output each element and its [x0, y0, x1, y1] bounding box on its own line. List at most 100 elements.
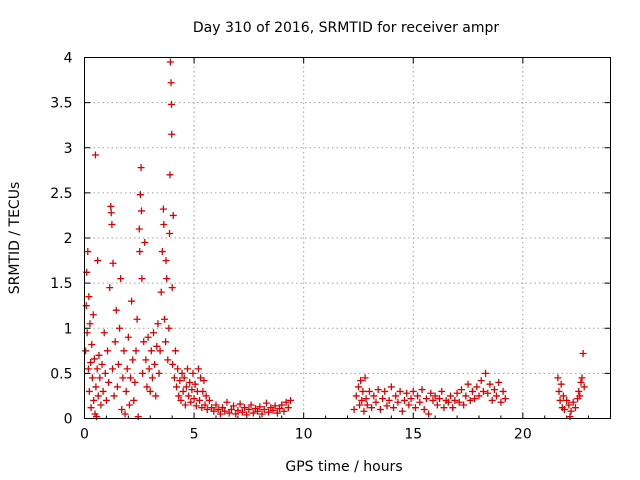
data-point	[392, 392, 400, 400]
data-point	[212, 401, 220, 409]
data-point	[94, 392, 102, 400]
data-point	[400, 396, 408, 404]
data-point	[116, 324, 124, 332]
data-point	[191, 380, 199, 388]
data-point	[464, 380, 472, 388]
data-point	[148, 374, 156, 382]
data-point	[147, 347, 155, 355]
data-point	[449, 404, 457, 412]
data-point	[563, 396, 571, 404]
data-point	[185, 392, 193, 400]
data-point	[175, 392, 183, 400]
data-point	[358, 396, 366, 404]
data-point	[440, 404, 448, 412]
data-point	[122, 387, 130, 395]
grid-lines	[84, 57, 611, 419]
data-point	[201, 401, 209, 409]
y-tick-label: 4	[64, 51, 73, 67]
data-point	[216, 410, 224, 418]
data-point	[136, 248, 144, 256]
data-point	[468, 387, 476, 395]
data-point	[262, 399, 270, 407]
data-point	[85, 293, 93, 301]
data-point	[556, 396, 564, 404]
data-point	[390, 404, 398, 412]
data-point	[109, 259, 117, 267]
data-point	[486, 380, 494, 388]
data-point	[131, 378, 139, 386]
data-point	[420, 405, 428, 413]
data-point	[447, 392, 455, 400]
data-point	[265, 408, 273, 416]
data-point	[416, 398, 424, 406]
data-point	[169, 360, 177, 368]
data-point	[179, 387, 187, 395]
data-point	[227, 405, 235, 413]
data-point	[457, 386, 465, 394]
data-point	[137, 164, 145, 172]
data-point	[108, 220, 116, 228]
data-point	[162, 338, 170, 346]
data-point	[566, 413, 574, 421]
data-point	[164, 356, 172, 364]
data-point	[490, 386, 498, 394]
data-point	[158, 248, 166, 256]
data-point	[91, 151, 99, 159]
data-point	[381, 387, 389, 395]
x-tick-label: 0	[80, 427, 89, 443]
y-tick-label: 0	[64, 412, 73, 428]
data-point	[177, 396, 185, 404]
data-point	[133, 315, 141, 323]
data-point	[105, 378, 113, 386]
y-axis-label: SRMTID / TECUs	[7, 182, 23, 295]
y-tick-label: 3	[64, 141, 73, 157]
data-point	[98, 360, 106, 368]
data-point	[238, 408, 246, 416]
data-point	[168, 100, 176, 108]
data-point	[287, 396, 295, 404]
data-point	[166, 171, 174, 179]
data-point	[117, 275, 125, 283]
data-point	[140, 338, 148, 346]
plot-frame	[84, 57, 611, 419]
data-point	[186, 378, 194, 386]
data-point	[282, 398, 290, 406]
data-point	[208, 404, 216, 412]
y-tick-label: 3.5	[50, 96, 72, 112]
data-point	[495, 378, 503, 386]
data-point	[101, 369, 109, 377]
data-point	[444, 398, 452, 406]
data-point	[151, 360, 159, 368]
data-point	[134, 413, 142, 421]
data-point	[482, 369, 490, 377]
data-point	[258, 410, 266, 418]
data-point	[144, 333, 152, 341]
data-point	[165, 324, 173, 332]
data-point	[202, 392, 210, 400]
data-point	[256, 403, 264, 411]
data-point	[357, 377, 365, 385]
data-point	[166, 229, 174, 237]
data-point	[173, 383, 181, 391]
data-point	[418, 386, 426, 394]
data-point	[162, 257, 170, 265]
data-point	[120, 347, 128, 355]
data-point	[210, 407, 218, 415]
data-point	[387, 383, 395, 391]
data-point	[273, 409, 281, 417]
y-tick-label: 2.5	[50, 186, 72, 202]
data-point	[245, 405, 253, 413]
data-point	[90, 396, 98, 404]
data-point	[86, 320, 94, 328]
data-point	[132, 347, 140, 355]
data-point	[88, 340, 96, 348]
data-point	[153, 342, 161, 350]
data-point	[398, 407, 406, 415]
data-point	[370, 392, 378, 400]
data-point	[184, 365, 192, 373]
data-point	[484, 389, 492, 397]
data-point	[145, 365, 153, 373]
data-point	[451, 396, 459, 404]
data-point	[219, 404, 227, 412]
data-point	[414, 392, 422, 400]
